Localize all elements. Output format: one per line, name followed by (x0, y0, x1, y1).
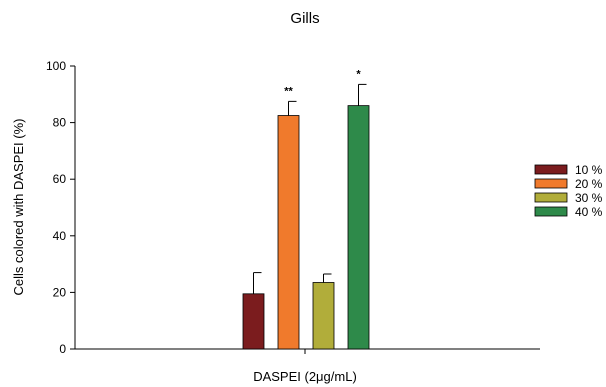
x-axis-label: DASPEI (2μg/mL) (253, 369, 357, 384)
y-tick-label: 80 (53, 116, 67, 130)
y-tick-label: 40 (53, 229, 67, 243)
chart-title: Gills (290, 10, 319, 27)
bar (312, 282, 335, 350)
y-tick-label: 60 (53, 172, 67, 186)
legend-label: 20 % (575, 177, 603, 191)
legend-label: 30 % (575, 191, 603, 205)
significance-label: ** (284, 85, 293, 97)
y-axis-label: Cells colored with DASPEI (%) (11, 119, 26, 296)
legend-swatch (534, 164, 568, 175)
legend-swatch (534, 206, 568, 217)
legend-swatch (534, 192, 568, 203)
legend: 10 %20 %30 %40 % (534, 163, 603, 219)
bar-group: *** (242, 68, 370, 350)
y-tick-label: 20 (53, 285, 67, 299)
bar (347, 105, 370, 350)
legend-label: 10 % (575, 163, 603, 177)
y-tick-label: 0 (59, 342, 66, 356)
legend-swatch (534, 178, 568, 189)
legend-label: 40 % (575, 205, 603, 219)
x-axis (75, 348, 540, 354)
bar (277, 115, 300, 350)
significance-label: * (356, 68, 361, 80)
y-axis: 0 20 40 60 80 100 (46, 59, 76, 356)
bar (242, 293, 265, 350)
y-tick-label: 100 (46, 59, 66, 73)
